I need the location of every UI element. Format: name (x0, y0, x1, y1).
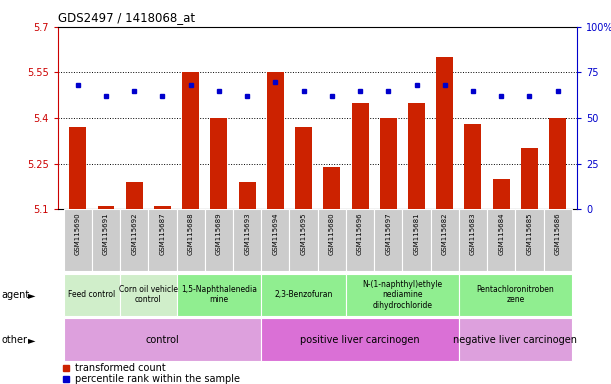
Bar (154, 206, 171, 209)
Text: GSM115689: GSM115689 (216, 212, 222, 255)
Text: Pentachloronitroben
zene: Pentachloronitroben zene (477, 285, 554, 305)
Text: Corn oil vehicle
control: Corn oil vehicle control (119, 285, 178, 305)
Text: GSM115685: GSM115685 (527, 212, 532, 255)
Text: GSM115692: GSM115692 (131, 212, 137, 255)
Text: GSM115697: GSM115697 (386, 212, 391, 255)
Bar (323, 167, 340, 209)
Text: GSM115695: GSM115695 (301, 212, 307, 255)
Text: other: other (1, 334, 27, 345)
Bar (374, 209, 403, 271)
Text: GSM115691: GSM115691 (103, 212, 109, 255)
Text: transformed count: transformed count (75, 363, 166, 373)
Bar (431, 209, 459, 271)
Bar (515, 209, 544, 271)
Bar (459, 318, 572, 361)
Text: 1,5-Naphthalenedia
mine: 1,5-Naphthalenedia mine (181, 285, 257, 305)
Bar (544, 209, 572, 271)
Bar (492, 179, 510, 209)
Bar (205, 209, 233, 271)
Bar (126, 182, 143, 209)
Text: Feed control: Feed control (68, 290, 115, 299)
Text: ►: ► (28, 290, 35, 300)
Bar (290, 209, 318, 271)
Bar (64, 209, 92, 271)
Text: GSM115696: GSM115696 (357, 212, 363, 255)
Bar (182, 73, 199, 209)
Bar (459, 273, 572, 316)
Text: GSM115694: GSM115694 (273, 212, 279, 255)
Bar (120, 209, 148, 271)
Text: GSM115690: GSM115690 (75, 212, 81, 255)
Bar (549, 118, 566, 209)
Text: GSM115693: GSM115693 (244, 212, 250, 255)
Text: negative liver carcinogen: negative liver carcinogen (453, 334, 577, 345)
Text: control: control (145, 334, 180, 345)
Text: N-(1-naphthyl)ethyle
nediamine
dihydrochloride: N-(1-naphthyl)ethyle nediamine dihydroch… (362, 280, 442, 310)
Bar (177, 209, 205, 271)
Bar (380, 118, 397, 209)
Bar (262, 318, 459, 361)
Bar (408, 103, 425, 209)
Text: GSM115684: GSM115684 (498, 212, 504, 255)
Bar (521, 149, 538, 209)
Text: GSM115687: GSM115687 (159, 212, 166, 255)
Bar (64, 318, 262, 361)
Text: 2,3-Benzofuran: 2,3-Benzofuran (274, 290, 333, 299)
Text: GSM115686: GSM115686 (555, 212, 561, 255)
Text: ►: ► (28, 334, 35, 345)
Text: GSM115682: GSM115682 (442, 212, 448, 255)
Text: GDS2497 / 1418068_at: GDS2497 / 1418068_at (58, 11, 195, 24)
Bar (210, 118, 227, 209)
Bar (69, 127, 86, 209)
Bar (98, 206, 114, 209)
Bar (346, 273, 459, 316)
Bar (92, 209, 120, 271)
Bar (487, 209, 515, 271)
Bar (459, 209, 487, 271)
Bar (295, 127, 312, 209)
Bar (262, 273, 346, 316)
Text: agent: agent (1, 290, 29, 300)
Bar (233, 209, 262, 271)
Bar (351, 103, 368, 209)
Bar (346, 209, 374, 271)
Bar (239, 182, 255, 209)
Text: positive liver carcinogen: positive liver carcinogen (300, 334, 420, 345)
Text: GSM115681: GSM115681 (414, 212, 420, 255)
Bar (177, 273, 262, 316)
Text: GSM115688: GSM115688 (188, 212, 194, 255)
Bar (403, 209, 431, 271)
Bar (464, 124, 481, 209)
Bar (267, 73, 284, 209)
Text: percentile rank within the sample: percentile rank within the sample (75, 374, 240, 384)
Bar (64, 273, 120, 316)
Bar (318, 209, 346, 271)
Bar (148, 209, 177, 271)
Bar (120, 273, 177, 316)
Bar (262, 209, 290, 271)
Text: GSM115683: GSM115683 (470, 212, 476, 255)
Text: GSM115680: GSM115680 (329, 212, 335, 255)
Bar (436, 57, 453, 209)
